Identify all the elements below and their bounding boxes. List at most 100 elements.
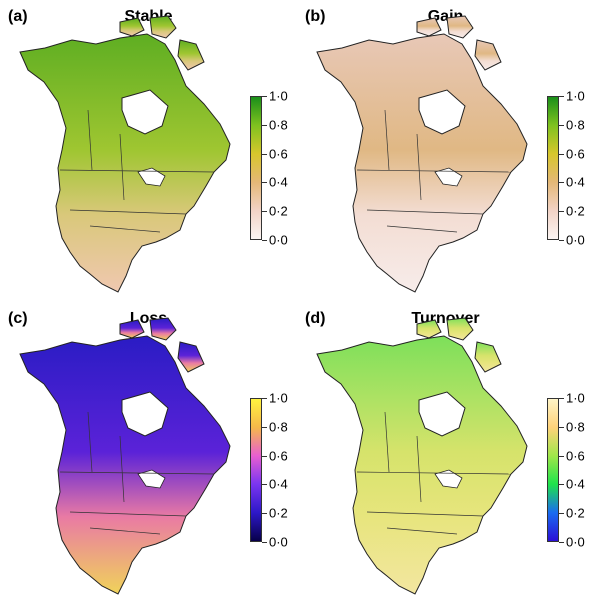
continent-shape	[316, 335, 528, 595]
legend-tick	[559, 542, 564, 543]
legend-tick-label: 0·8	[566, 419, 585, 435]
panel-letter: (b)	[305, 8, 326, 25]
legend-tick-label: 0·2	[566, 505, 585, 521]
legend-tick	[262, 484, 267, 486]
legend-tick	[559, 182, 564, 184]
legend-tick-label: 0·4	[269, 174, 288, 190]
hudson-bay	[121, 391, 169, 437]
panel-c: (c) Loss 1·0 0·8 0·6 0·4 0·2 0·0	[0, 302, 297, 604]
legend-tick	[262, 211, 267, 213]
legend-ticks	[262, 398, 270, 543]
panel-letter: (a)	[8, 8, 28, 25]
panel-d: (d) Turnover 1·0 0·8 0·6 0·4 0·2 0·0	[297, 302, 594, 604]
legend-tick	[559, 240, 564, 241]
legend-colorbar	[250, 96, 262, 240]
legend-tick-label: 0·4	[566, 476, 585, 492]
great-lakes	[137, 167, 166, 187]
border-line-2	[384, 109, 390, 171]
panel-a: (a) Stable 1·0 0·8 0·6 0·4 0·2 0·0	[0, 0, 297, 302]
great-lakes	[434, 469, 463, 489]
legend-tick-label: 0·2	[269, 203, 288, 219]
legend-tick-label: 0·0	[269, 232, 288, 248]
legend-tick	[559, 484, 564, 486]
legend-tick-label: 0·8	[566, 117, 585, 133]
border-line-4	[366, 209, 484, 215]
legend-colorbar	[250, 398, 262, 542]
legend-tick	[559, 153, 564, 155]
legend-tick-label: 1·0	[269, 390, 288, 406]
great-lakes	[137, 469, 166, 489]
border-line-3	[119, 435, 125, 503]
border-line-1	[356, 169, 512, 173]
arctic-island-3	[177, 39, 205, 71]
border-line-5	[386, 225, 458, 233]
border-line-3	[119, 133, 125, 201]
arctic-island-2	[416, 17, 442, 37]
north-america-map	[19, 15, 231, 293]
legend-tick	[262, 96, 267, 97]
border-line-3	[416, 133, 422, 201]
legend-tick-label: 0·8	[269, 117, 288, 133]
legend-tick	[559, 398, 564, 399]
border-line-4	[69, 209, 187, 215]
legend-tick-label: 0·4	[566, 174, 585, 190]
panel-letter: (d)	[305, 310, 326, 327]
arctic-island-2	[119, 17, 145, 37]
legend-tick-label: 0·4	[269, 476, 288, 492]
continent-shape	[19, 33, 231, 293]
border-line-1	[59, 169, 215, 173]
legend-tick	[559, 513, 564, 515]
north-america-map	[316, 15, 528, 293]
legend-colorbar	[547, 398, 559, 542]
arctic-island-1	[446, 317, 474, 341]
border-line-4	[366, 511, 484, 517]
legend-tick	[559, 124, 564, 126]
legend-tick-label: 0·6	[269, 448, 288, 464]
legend-ticks	[559, 96, 567, 241]
continent-shape	[316, 33, 528, 293]
legend-tick	[262, 124, 267, 126]
arctic-island-3	[474, 39, 502, 71]
arctic-island-1	[446, 15, 474, 39]
legend-tick-label: 1·0	[566, 390, 585, 406]
legend-tick-label: 0·6	[269, 146, 288, 162]
north-america-map	[19, 317, 231, 595]
legend-tick	[262, 398, 267, 399]
legend-tick	[262, 240, 267, 241]
north-america-map	[316, 317, 528, 595]
border-line-1	[59, 471, 215, 475]
legend-tick-label: 0·2	[566, 203, 585, 219]
border-line-2	[87, 411, 93, 473]
legend-tick-label: 0·6	[566, 146, 585, 162]
arctic-island-2	[119, 319, 145, 339]
great-lakes	[434, 167, 463, 187]
legend-tick	[262, 513, 267, 515]
hudson-bay	[418, 391, 466, 437]
legend-colorbar	[547, 96, 559, 240]
border-line-1	[356, 471, 512, 475]
legend-tick	[559, 455, 564, 457]
legend-tick-label: 0·0	[269, 534, 288, 550]
border-line-5	[89, 225, 161, 233]
legend-tick-label: 0·0	[566, 534, 585, 550]
hudson-bay	[121, 89, 169, 135]
legend-ticks	[262, 96, 270, 241]
legend-tick	[559, 426, 564, 428]
hudson-bay	[418, 89, 466, 135]
continent-shape	[19, 335, 231, 595]
arctic-island-1	[149, 15, 177, 39]
border-line-3	[416, 435, 422, 503]
legend-tick-label: 0·2	[269, 505, 288, 521]
legend-tick	[262, 153, 267, 155]
legend-tick	[262, 182, 267, 184]
border-line-5	[386, 527, 458, 535]
panel-b: (b) Gain 1·0 0·8 0·6 0·4 0·2 0·0	[297, 0, 594, 302]
legend-ticks	[559, 398, 567, 543]
legend-tick	[559, 211, 564, 213]
legend-tick-label: 0·0	[566, 232, 585, 248]
legend-tick-label: 0·6	[566, 448, 585, 464]
legend-tick-label: 0·8	[269, 419, 288, 435]
legend-tick	[262, 542, 267, 543]
border-line-2	[384, 411, 390, 473]
border-line-2	[87, 109, 93, 171]
